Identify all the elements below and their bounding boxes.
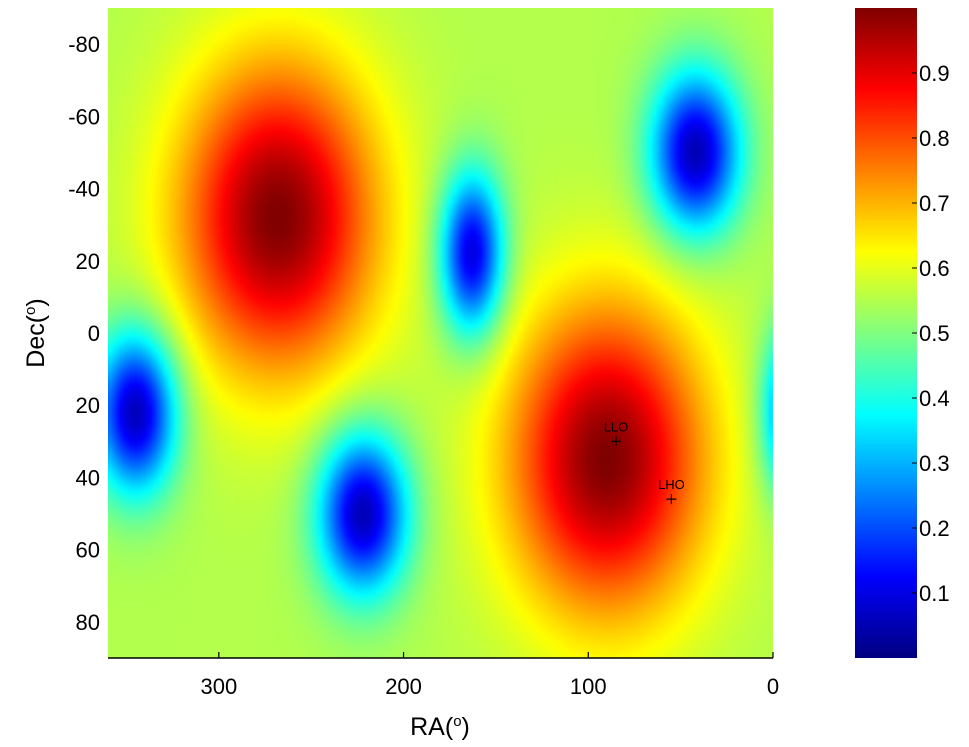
marker-label: LLO bbox=[604, 419, 629, 434]
heatmap-raster bbox=[108, 8, 773, 658]
y-axis-label: Dec(o) bbox=[22, 298, 50, 367]
colorbar-tick-label: 0.1 bbox=[919, 581, 950, 606]
x-axis-ticks: 300 200 100 0 bbox=[200, 652, 779, 699]
colorbar-tick-label: 0.4 bbox=[919, 386, 950, 411]
y-tick-label: -40 bbox=[68, 177, 100, 202]
detector-markers: LLO LHO bbox=[604, 419, 685, 505]
colorbar-tick-label: 0.2 bbox=[919, 516, 950, 541]
colorbar-tick-label: 0.6 bbox=[919, 256, 950, 281]
y-tick-label: -80 bbox=[68, 32, 100, 57]
colorbar-ticks: 0.1 0.2 0.3 0.4 0.5 0.6 0.7 0.8 0.9 bbox=[912, 61, 950, 606]
y-tick-label: 60 bbox=[76, 538, 100, 563]
y-tick-label: 0 bbox=[88, 321, 100, 346]
x-tick-label: 300 bbox=[200, 674, 237, 699]
x-tick-label: 0 bbox=[767, 674, 779, 699]
colorbar-tick-label: 0.5 bbox=[919, 321, 950, 346]
y-tick-label: 20 bbox=[76, 393, 100, 418]
colorbar: 0.1 0.2 0.3 0.4 0.5 0.6 0.7 0.8 0.9 bbox=[855, 8, 950, 658]
y-axis-ticks: -80 -60 -40 20 0 20 40 60 80 bbox=[68, 32, 100, 635]
colorbar-tick-label: 0.7 bbox=[919, 191, 950, 216]
marker-label: LHO bbox=[658, 477, 685, 492]
y-tick-label: -60 bbox=[68, 104, 100, 129]
colorbar-gradient bbox=[855, 8, 917, 658]
colorbar-tick-label: 0.8 bbox=[919, 126, 950, 151]
x-tick-label: 100 bbox=[570, 674, 607, 699]
colorbar-tick-label: 0.3 bbox=[919, 451, 950, 476]
x-tick-label: 200 bbox=[385, 674, 422, 699]
y-tick-label: 20 bbox=[76, 249, 100, 274]
x-axis-label: RA(o) bbox=[410, 713, 470, 741]
map-image bbox=[108, 8, 773, 658]
colorbar-tick-label: 0.9 bbox=[919, 61, 950, 86]
y-tick-label: 40 bbox=[76, 465, 100, 490]
y-tick-label: 80 bbox=[76, 610, 100, 635]
